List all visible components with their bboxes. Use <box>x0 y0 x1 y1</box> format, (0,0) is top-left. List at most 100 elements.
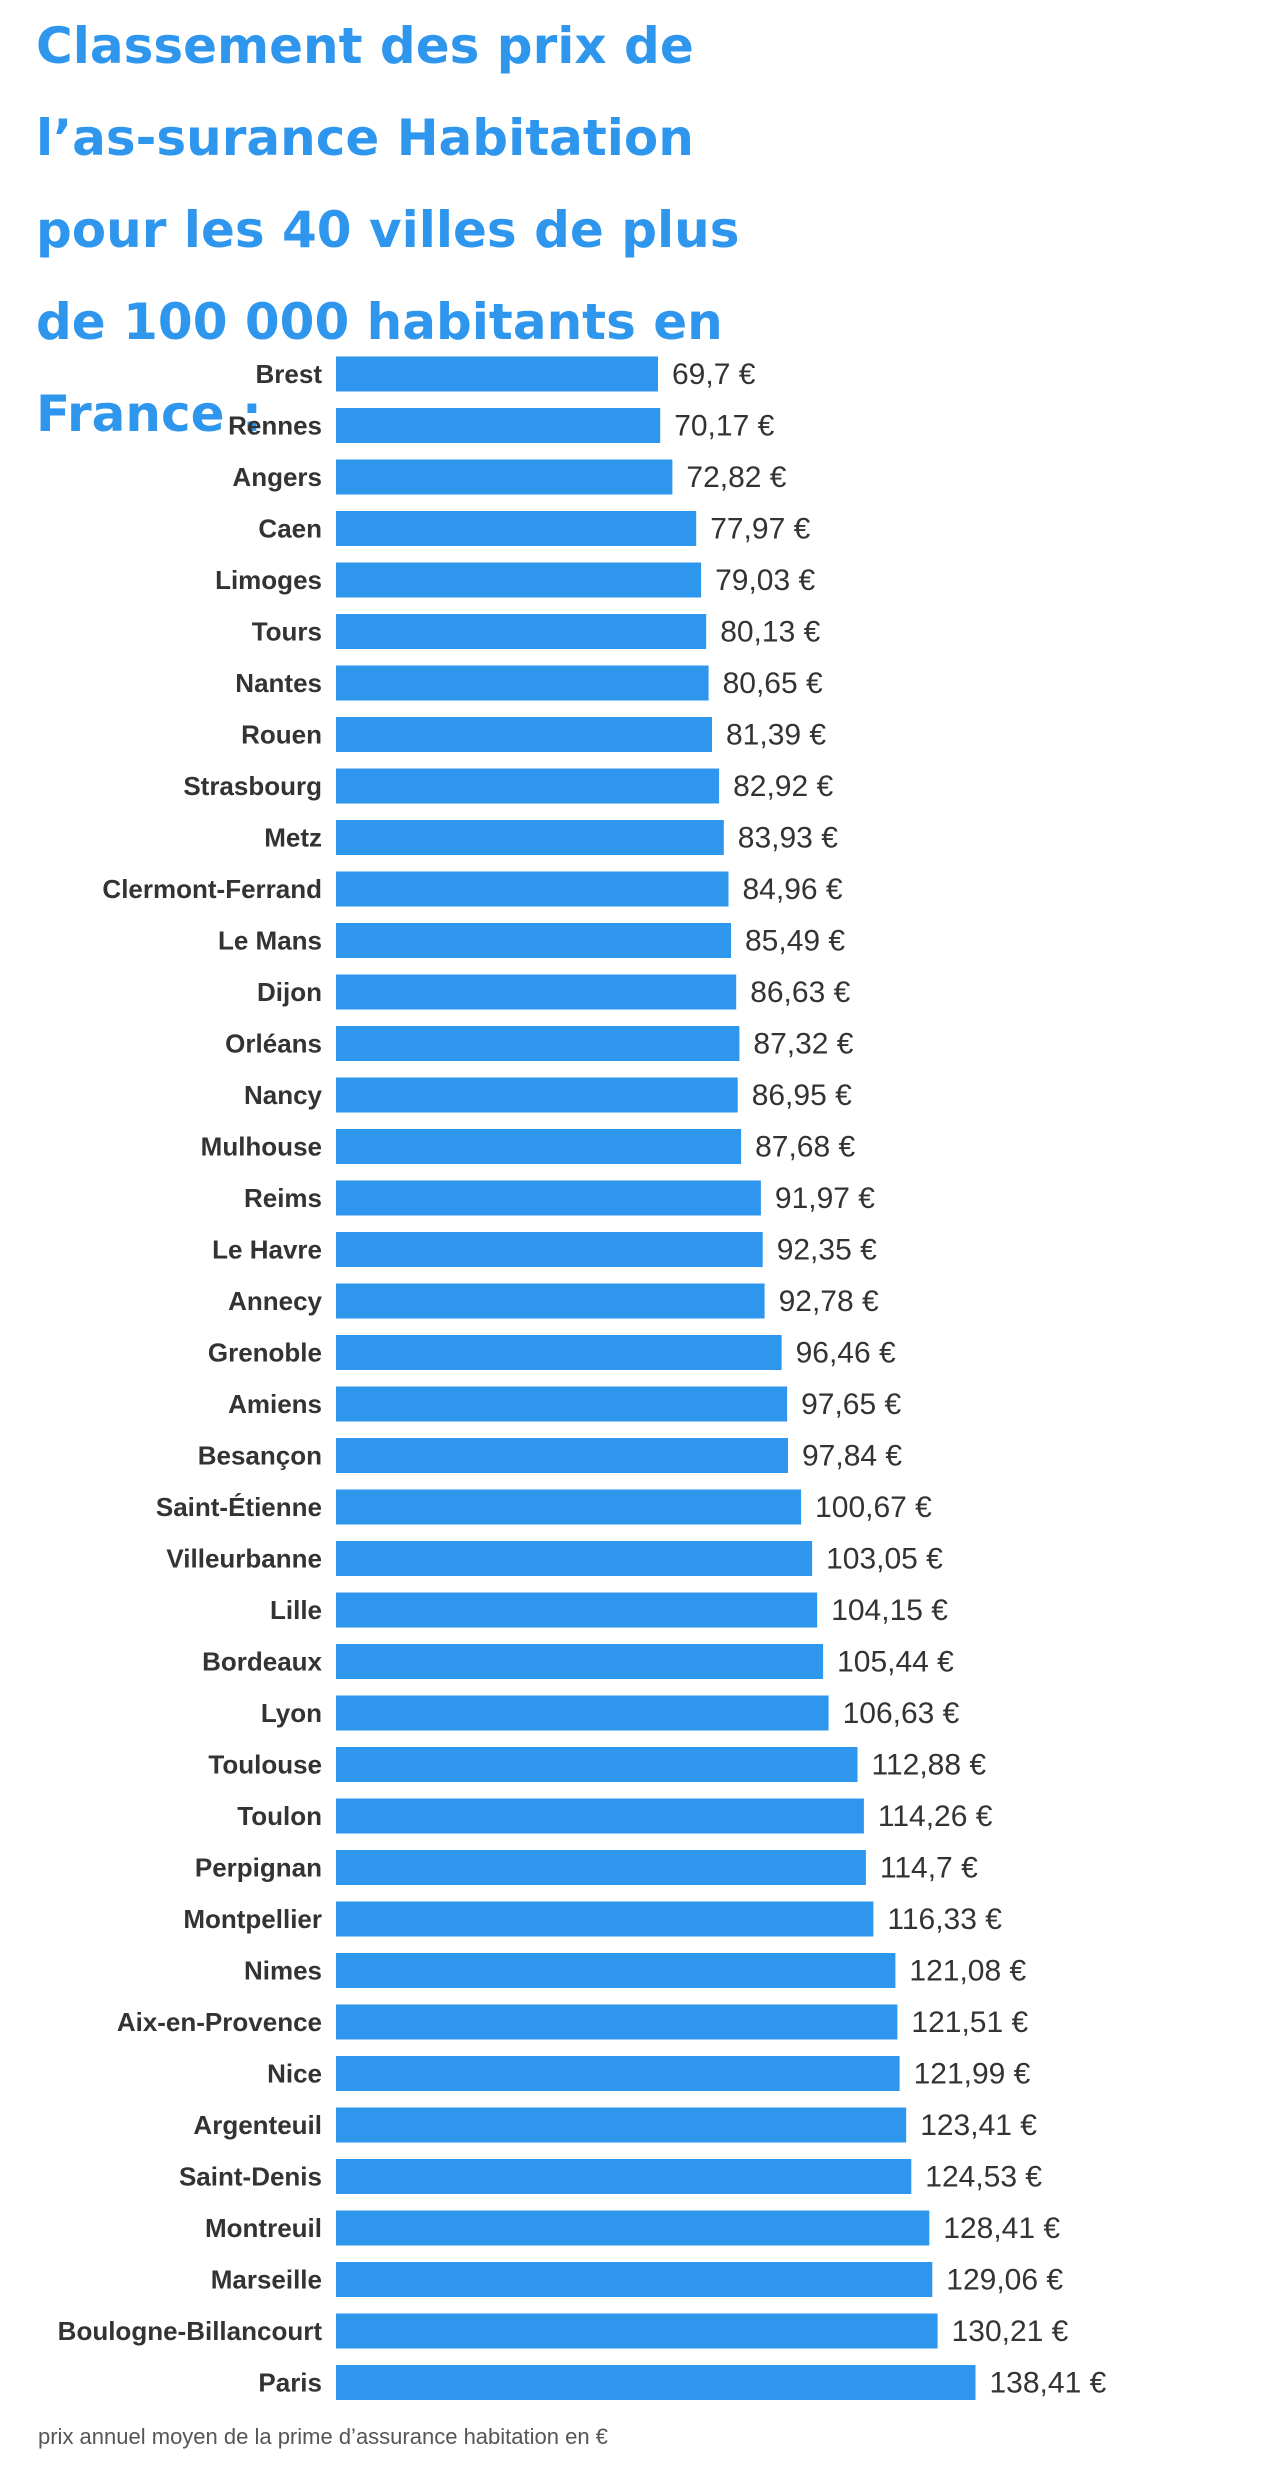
category-label: Tours <box>252 617 322 647</box>
value-label: 86,95 € <box>752 1079 852 1112</box>
chart-footnote: prix annuel moyen de la prime d’assuranc… <box>38 2424 608 2449</box>
value-label: 128,41 € <box>943 2212 1060 2245</box>
category-label: Nice <box>267 2059 322 2089</box>
value-label: 85,49 € <box>745 925 845 958</box>
category-label: Saint-Denis <box>179 2162 322 2192</box>
category-label: Toulouse <box>208 1750 322 1780</box>
bar <box>336 1644 824 1679</box>
category-labels: Brest Rennes Angers Caen Limoges Tours Nantes R… <box>58 359 323 2398</box>
category-label: Strasbourg <box>183 771 322 801</box>
bar <box>336 768 720 804</box>
category-label: Annecy <box>228 1286 322 1316</box>
value-label: 77,97 € <box>710 513 810 546</box>
value-label: 72,82 € <box>686 461 786 494</box>
category-label: Angers <box>232 462 322 492</box>
category-label: Montpellier <box>183 1904 322 1934</box>
category-label: Villeurbanne <box>166 1544 322 1574</box>
bar <box>336 1489 802 1525</box>
value-label: 97,65 € <box>801 1388 901 1421</box>
category-label: Dijon <box>257 977 322 1007</box>
value-label: 86,63 € <box>750 976 850 1009</box>
bar <box>336 974 737 1010</box>
value-label: 130,21 € <box>952 2315 1069 2348</box>
category-label: Limoges <box>215 565 322 595</box>
category-label: Saint-Étienne <box>156 1492 322 1522</box>
category-label: Amiens <box>228 1389 322 1419</box>
value-label: 92,35 € <box>777 1234 877 1267</box>
bar <box>336 459 673 495</box>
value-label: 82,92 € <box>733 770 833 803</box>
value-label: 121,08 € <box>909 1955 1026 1988</box>
value-label: 114,26 € <box>878 1800 993 1833</box>
bar <box>336 1180 761 1216</box>
value-label: 138,41 € <box>990 2367 1107 2400</box>
category-label: Perpignan <box>195 1853 322 1883</box>
category-label: Paris <box>258 2368 322 2398</box>
category-label: Aix-en-Provence <box>117 2007 322 2037</box>
category-label: Rennes <box>228 411 322 441</box>
value-label: 124,53 € <box>925 2161 1042 2194</box>
value-label: 70,17 € <box>674 410 774 443</box>
bar <box>336 1026 740 1061</box>
bar <box>336 1335 782 1370</box>
bar <box>336 1541 813 1576</box>
value-label: 79,03 € <box>715 564 815 597</box>
value-label: 91,97 € <box>775 1182 875 1215</box>
category-label: Lyon <box>261 1698 322 1728</box>
bar <box>336 1953 896 1988</box>
bar <box>336 1129 742 1164</box>
bar <box>336 2004 898 2040</box>
bar <box>336 2365 976 2400</box>
bar <box>336 356 658 392</box>
category-label: Nantes <box>235 668 322 698</box>
category-label: Rouen <box>241 720 322 750</box>
value-label: 104,15 € <box>831 1594 948 1627</box>
bar <box>336 820 724 855</box>
bar <box>336 1850 866 1885</box>
category-label: Bordeaux <box>202 1647 322 1677</box>
category-label: Metz <box>264 823 322 853</box>
value-label: 105,44 € <box>837 1646 954 1679</box>
bar <box>336 665 709 701</box>
bar <box>336 562 702 598</box>
bar <box>336 1798 864 1834</box>
value-label: 96,46 € <box>796 1337 896 1370</box>
value-label: 87,68 € <box>755 1131 855 1164</box>
category-label: Brest <box>256 359 323 389</box>
value-label: 100,67 € <box>815 1491 932 1524</box>
value-label: 97,84 € <box>802 1440 902 1473</box>
category-label: Mulhouse <box>201 1132 322 1162</box>
bar <box>336 1592 818 1628</box>
value-label: 121,51 € <box>911 2006 1028 2039</box>
bar <box>336 1438 788 1473</box>
bar <box>336 1901 874 1937</box>
value-label: 114,7 € <box>880 1852 978 1885</box>
bar <box>336 1747 858 1782</box>
bar <box>336 2056 900 2091</box>
value-label: 83,93 € <box>738 822 838 855</box>
value-label: 106,63 € <box>843 1697 960 1730</box>
value-label: 80,13 € <box>720 616 820 649</box>
value-label: 129,06 € <box>946 2264 1063 2297</box>
value-label: 112,88 € <box>872 1749 987 1782</box>
category-label: Lille <box>270 1595 322 1625</box>
bar <box>336 717 712 752</box>
category-label: Orléans <box>225 1029 322 1059</box>
value-labels: 69,7 € 70,17 € 72,82 € 77,97 € 79,03 € 80,13 … <box>672 358 1107 2400</box>
value-label: 121,99 € <box>914 2058 1031 2091</box>
value-label: 69,7 € <box>672 358 756 391</box>
value-label: 80,65 € <box>723 667 823 700</box>
value-label: 87,32 € <box>753 1028 853 1061</box>
bar <box>336 1695 829 1731</box>
bar <box>336 1077 738 1113</box>
category-label: Le Mans <box>218 926 322 956</box>
bar <box>336 2313 938 2349</box>
bar <box>336 614 707 649</box>
bar <box>336 2262 933 2297</box>
category-label: Grenoble <box>208 1338 322 1368</box>
value-label: 103,05 € <box>826 1543 943 1576</box>
category-label: Boulogne-Billancourt <box>58 2316 323 2346</box>
bar <box>336 1232 763 1267</box>
category-label: Toulon <box>237 1801 322 1831</box>
